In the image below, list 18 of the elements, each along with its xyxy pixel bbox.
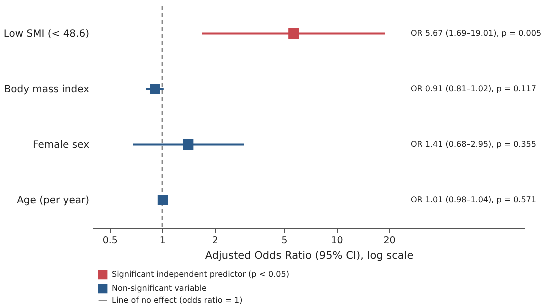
legend-label: Line of no effect (odds ratio = 1) [112, 296, 243, 305]
y-tick-label: Body mass index [4, 84, 90, 96]
y-tick-label: Age (per year) [17, 195, 90, 206]
x-tick-label: 10 [331, 236, 344, 246]
legend-label: Non-significant variable [112, 284, 208, 293]
x-tick-label: 20 [384, 236, 396, 246]
y-tick-label: Low SMI (< 48.6) [4, 28, 90, 40]
x-tick-label: 5 [282, 236, 288, 246]
annotation: OR 0.91 (0.81–1.02), p = 0.117 [411, 84, 536, 94]
x-tick-label: 1 [160, 236, 166, 246]
x-axis-title: Adjusted Odds Ratio (95% CI), log scale [205, 250, 414, 262]
annotation: OR 5.67 (1.69–19.01), p = 0.005 [411, 28, 542, 38]
x-tick-label: 0.5 [102, 236, 118, 246]
legend-label: Significant independent predictor (p < 0.05) [112, 270, 290, 279]
x-tick-label: 2 [212, 236, 218, 246]
annotation: OR 1.41 (0.68–2.95), p = 0.355 [411, 140, 536, 149]
annotation: OR 1.01 (0.98–1.04), p = 0.571 [411, 195, 536, 204]
y-tick-label: Female sex [33, 140, 90, 151]
